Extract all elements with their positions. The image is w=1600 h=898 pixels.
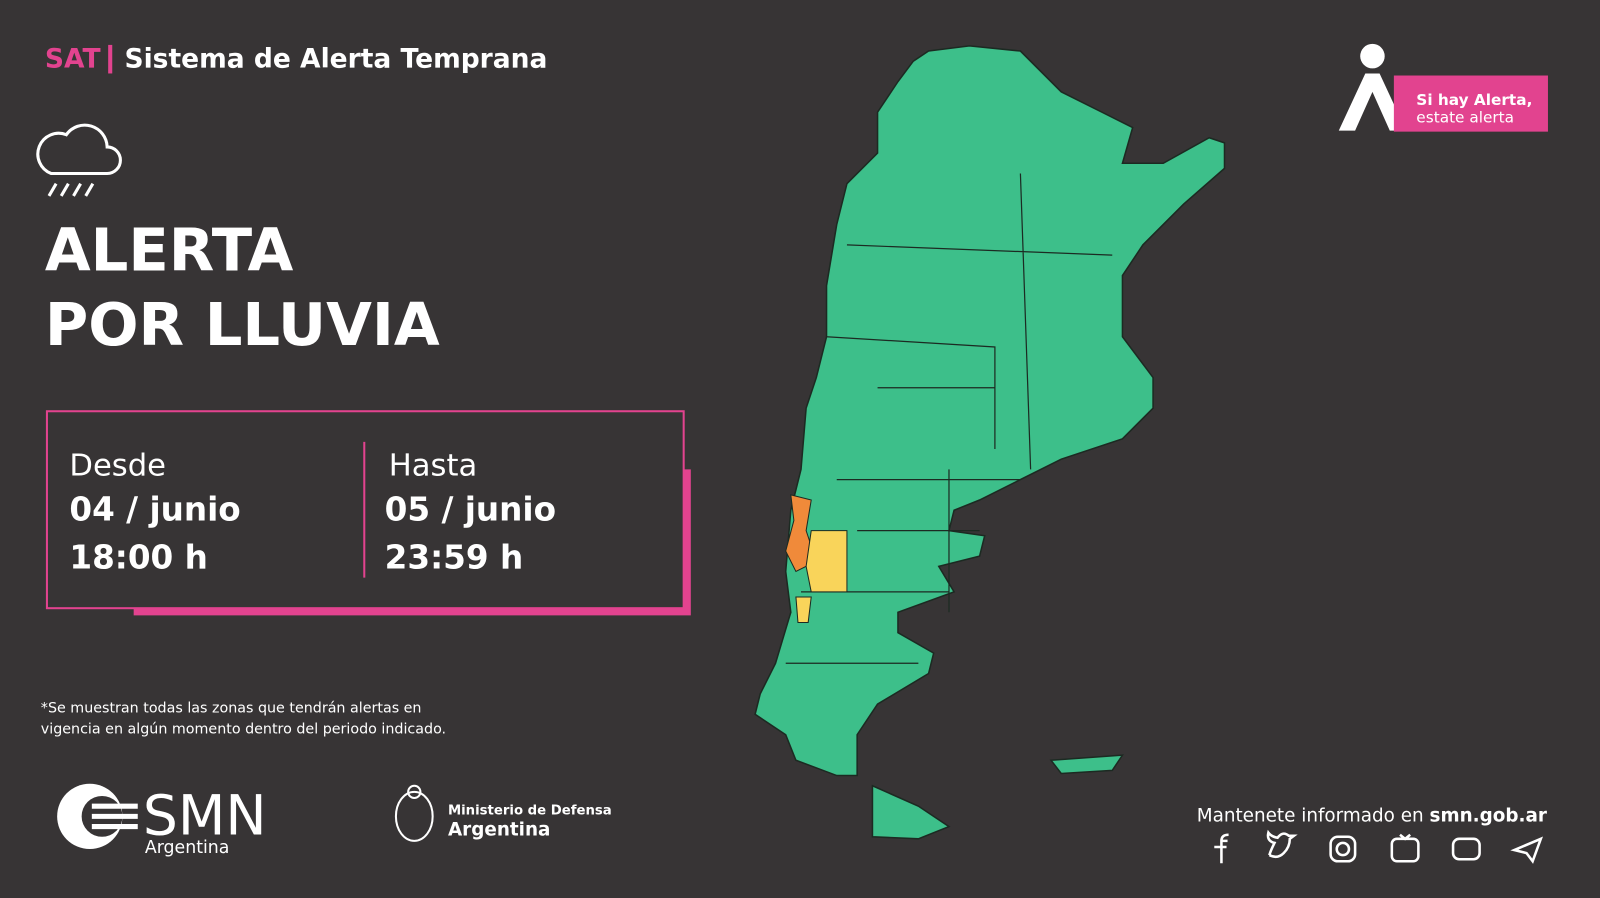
footnote: *Se muestran todas las zonas que tendrán… xyxy=(41,700,422,716)
to-date: 05 / junio xyxy=(385,490,556,528)
social-icons xyxy=(1214,829,1544,864)
facebook-icon[interactable] xyxy=(1214,833,1229,864)
to-time: 23:59 h xyxy=(385,538,523,576)
twitter-icon[interactable] xyxy=(1266,829,1298,859)
divider xyxy=(108,44,113,74)
rain-icon xyxy=(36,123,122,197)
ministry-emblem xyxy=(394,784,434,842)
smn-name: SMN xyxy=(143,784,267,848)
sat-label: SAT xyxy=(45,43,101,74)
slogan: estate alerta xyxy=(1416,108,1514,126)
smn-logo xyxy=(57,783,138,850)
footnote: vigencia en algún momento dentro del per… xyxy=(41,722,446,738)
argentina-map xyxy=(754,45,1226,840)
footer-link[interactable]: smn.gob.ar xyxy=(1430,805,1547,826)
to-label: Hasta xyxy=(389,449,477,484)
youtube-icon[interactable] xyxy=(1451,837,1481,861)
footer-text: Mantenete informado en smn.gob.ar xyxy=(1197,805,1547,826)
header-title: Sistema de Alerta Temprana xyxy=(124,43,547,74)
slogan: Si hay Alerta, xyxy=(1416,91,1532,109)
footer-prefix: Mantenete informado en xyxy=(1197,805,1424,826)
alert-title: ALERTA xyxy=(45,215,294,284)
instagram-icon[interactable] xyxy=(1329,835,1357,863)
ministry-sub: Argentina xyxy=(448,820,550,841)
from-label: Desde xyxy=(69,449,166,484)
smn-sub: Argentina xyxy=(145,838,230,858)
ministry-name: Ministerio de Defensa xyxy=(448,803,612,818)
alert-title: POR LLUVIA xyxy=(45,290,440,359)
telegram-icon[interactable] xyxy=(1510,836,1544,864)
from-time: 18:00 h xyxy=(69,538,207,576)
from-date: 04 / junio xyxy=(69,490,240,528)
sat-logo xyxy=(1338,43,1548,132)
